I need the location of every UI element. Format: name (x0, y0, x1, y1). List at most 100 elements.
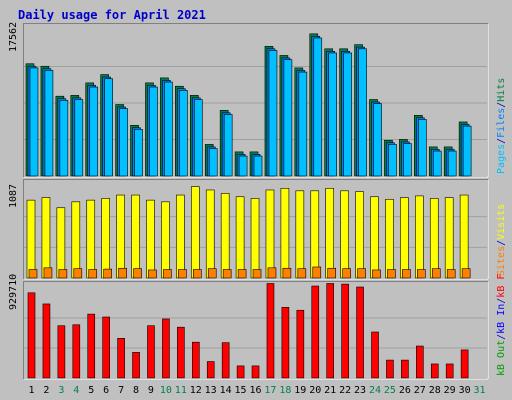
day-label-15: 15 (235, 385, 247, 396)
bar-visits-day-3 (56, 207, 66, 279)
bar-kbf-day-17 (266, 283, 275, 379)
bar-pages-day-18 (283, 59, 293, 177)
bar-visits-day-4 (71, 201, 81, 279)
day-label-28: 28 (429, 385, 441, 396)
bar-visits-day-13 (205, 189, 215, 279)
day-label-31: 31 (474, 385, 486, 396)
bar-visits-day-23 (355, 191, 364, 279)
scale-label: 17562 (8, 22, 19, 52)
bar-pages-day-11 (179, 90, 188, 177)
bar-pages-day-12 (193, 99, 203, 177)
bar-kbf-day-27 (416, 345, 424, 379)
day-label-6: 6 (103, 385, 109, 396)
day-label-17: 17 (264, 385, 276, 396)
bar-visits-day-8 (131, 194, 140, 279)
legend-item-kb-in: kB In (496, 304, 507, 334)
bar-sites-day-15 (237, 269, 247, 279)
legend-item-hits: Hits (496, 78, 507, 102)
panel-plot-area (24, 282, 487, 378)
bar-kbf-day-30 (460, 349, 469, 379)
legend-separator: / (496, 298, 507, 304)
bar-visits-day-20 (310, 190, 320, 279)
bar-kbf-day-26 (401, 359, 409, 379)
bar-pages-day-14 (223, 114, 233, 177)
bar-kbf-day-16 (251, 365, 260, 379)
bar-pages-day-1 (29, 67, 39, 177)
day-label-29: 29 (444, 385, 456, 396)
bar-kbf-day-20 (311, 285, 320, 379)
day-label-21: 21 (324, 385, 336, 396)
bar-pages-day-4 (74, 99, 84, 177)
day-label-3: 3 (58, 385, 64, 396)
bar-visits-day-6 (101, 198, 110, 279)
bar-sites-day-29 (446, 269, 456, 279)
bar-visits-day-5 (86, 199, 96, 279)
bar-kbf-day-6 (102, 316, 110, 379)
bar-sites-day-22 (342, 268, 351, 279)
panel-legend: Sites/Visits (496, 204, 507, 276)
bar-kbf-day-9 (147, 325, 155, 379)
bar-pages-day-7 (119, 108, 128, 177)
bar-sites-day-30 (461, 268, 471, 279)
bar-kbf-day-19 (296, 309, 305, 379)
bar-visits-day-19 (295, 190, 305, 279)
day-label-14: 14 (220, 385, 232, 396)
bar-sites-day-24 (372, 269, 381, 279)
bar-visits-day-1 (26, 199, 36, 279)
legend-separator: / (496, 138, 507, 144)
day-label-20: 20 (309, 385, 321, 396)
bar-pages-day-16 (253, 155, 263, 177)
bar-pages-day-29 (447, 150, 457, 177)
bar-sites-day-20 (312, 266, 322, 279)
bar-pages-day-15 (238, 155, 248, 177)
bar-pages-day-8 (134, 129, 143, 177)
bar-pages-day-25 (388, 144, 397, 177)
day-label-24: 24 (369, 385, 381, 396)
bar-kbf-day-24 (371, 331, 379, 379)
bar-visits-day-29 (444, 197, 454, 279)
bar-sites-day-5 (88, 269, 98, 279)
bar-kbf-day-23 (356, 286, 364, 379)
bar-sites-day-4 (73, 268, 83, 279)
bar-pages-day-5 (89, 86, 99, 177)
bar-kbf-day-14 (221, 342, 230, 379)
bar-pages-day-9 (149, 86, 158, 177)
bar-kbf-day-25 (386, 359, 394, 379)
bar-visits-day-22 (340, 190, 349, 279)
bar-kbf-day-29 (445, 363, 454, 379)
bar-visits-day-14 (220, 193, 230, 279)
bar-visits-day-16 (250, 198, 260, 279)
day-label-26: 26 (399, 385, 411, 396)
bar-pages-day-19 (298, 71, 308, 177)
day-label-1: 1 (28, 385, 34, 396)
legend-separator: / (496, 240, 507, 246)
bar-pages-day-3 (59, 100, 69, 177)
bar-sites-day-6 (103, 268, 112, 279)
day-label-16: 16 (249, 385, 261, 396)
bar-pages-day-30 (462, 125, 472, 177)
bar-kbf-day-18 (281, 307, 290, 379)
day-label-30: 30 (459, 385, 471, 396)
bar-sites-day-28 (431, 268, 441, 279)
chart-panels: 17562Pages/Files/Hits1087Sites/Visits929… (8, 22, 507, 380)
bar-kbf-day-11 (177, 326, 185, 379)
day-label-4: 4 (73, 385, 79, 396)
bar-sites-day-23 (357, 268, 366, 279)
bar-sites-day-1 (28, 269, 38, 279)
panel-legend: Pages/Files/Hits (496, 78, 507, 174)
bar-kbf-day-2 (42, 303, 51, 379)
day-label-13: 13 (205, 385, 217, 396)
bar-visits-day-12 (190, 186, 200, 279)
bar-pages-day-2 (44, 70, 54, 177)
bar-kbf-day-12 (191, 341, 200, 379)
bar-sites-day-8 (133, 268, 142, 279)
day-label-25: 25 (384, 385, 396, 396)
bar-pages-day-24 (373, 103, 382, 177)
bar-pages-day-10 (164, 81, 173, 177)
bar-kbf-day-28 (430, 363, 439, 379)
day-label-10: 10 (160, 385, 172, 396)
day-label-2: 2 (43, 385, 49, 396)
day-label-5: 5 (88, 385, 94, 396)
bar-visits-day-18 (280, 187, 290, 279)
